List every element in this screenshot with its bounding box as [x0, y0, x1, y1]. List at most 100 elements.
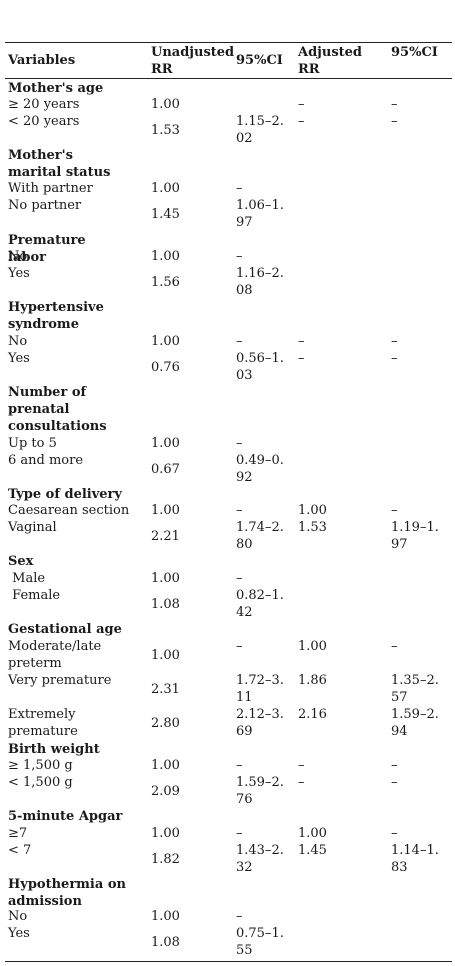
adjusted-rr-value: – — [298, 97, 305, 112]
unadjusted-ci-value: – — [236, 436, 243, 451]
adjusted-rr-value: 1.00 — [298, 639, 327, 654]
section-heading: Number of prenatal consultations — [8, 385, 107, 434]
unadjusted-ci-value: 1.74–2.80 — [236, 520, 284, 552]
row-label: < 1,500 g — [8, 775, 73, 790]
unadjusted-rr-value: 1.08 — [151, 934, 180, 950]
adjusted-ci-value: – — [391, 114, 398, 129]
adjusted-ci-value: – — [391, 97, 398, 112]
section-heading: Premature labor — [8, 233, 86, 265]
row-label: Extremely premature — [8, 707, 80, 739]
unadjusted-rr-value: 2.21 — [151, 528, 180, 544]
unadjusted-ci-value: 0.49–0.92 — [236, 453, 284, 485]
row-label: Female — [8, 588, 61, 603]
adjusted-ci-value: 1.14–1.83 — [391, 843, 439, 875]
unadjusted-ci-value: – — [236, 639, 243, 654]
adjusted-ci-value: – — [391, 775, 398, 790]
unadjusted-rr-value: 1.08 — [151, 596, 180, 612]
unadjusted-rr-value: 1.00 — [151, 571, 180, 586]
header-adjusted-rr: Adjusted RR — [298, 45, 363, 77]
unadjusted-ci-value: – — [236, 181, 243, 196]
unadjusted-rr-value: 1.00 — [151, 181, 180, 196]
adjusted-ci-value: – — [391, 503, 398, 518]
row-label: ≥7 — [8, 826, 28, 841]
adjusted-ci-value: – — [391, 639, 398, 654]
unadjusted-rr-value: 0.76 — [151, 359, 180, 375]
adjusted-rr-value: 1.53 — [298, 520, 327, 535]
section-heading: Gestational age — [8, 622, 122, 637]
header-95ci-adjusted: 95%CI — [391, 45, 438, 60]
unadjusted-ci-value: 1.15–2.02 — [236, 114, 284, 146]
adjusted-rr-value: 1.86 — [298, 673, 327, 688]
section-heading: Hypertensive syndrome — [8, 300, 104, 332]
adjusted-ci-value: – — [391, 826, 398, 841]
row-label: Male — [8, 571, 46, 586]
adjusted-ci-value: – — [391, 334, 398, 349]
unadjusted-ci-value: – — [236, 909, 243, 924]
unadjusted-rr-value: 0.67 — [151, 461, 180, 477]
row-label: < 20 years — [8, 114, 80, 129]
section-heading: Birth weight — [8, 742, 100, 757]
row-label: Yes — [8, 926, 30, 941]
unadjusted-ci-value: 1.59–2.76 — [236, 775, 284, 807]
unadjusted-ci-value: 2.12–3.69 — [236, 707, 284, 739]
header-95ci-unadjusted: 95%CI — [236, 53, 283, 68]
adjusted-rr-value: – — [298, 351, 305, 366]
unadjusted-rr-value: 2.80 — [151, 715, 180, 731]
row-label: ≥ 20 years — [8, 97, 80, 112]
section-heading: Mother's marital status — [8, 148, 111, 180]
unadjusted-ci-value: 0.82–1.42 — [236, 588, 284, 620]
row-label: With partner — [8, 181, 93, 196]
row-label: < 7 — [8, 843, 32, 858]
row-label: No — [8, 249, 28, 264]
adjusted-rr-value: – — [298, 775, 305, 790]
adjusted-ci-value: – — [391, 351, 398, 366]
unadjusted-ci-value: 0.56–1.03 — [236, 351, 284, 383]
unadjusted-ci-value: 0.75–1.55 — [236, 926, 284, 958]
unadjusted-ci-value: 1.72–3.11 — [236, 673, 284, 705]
unadjusted-ci-value: 1.06–1.97 — [236, 198, 284, 230]
unadjusted-ci-value: – — [236, 826, 243, 841]
row-label: ≥ 1,500 g — [8, 758, 73, 773]
unadjusted-rr-value: 1.45 — [151, 206, 180, 222]
row-label: Vaginal — [8, 520, 57, 535]
row-label: Up to 5 — [8, 436, 57, 451]
row-label: Yes — [8, 351, 30, 366]
adjusted-rr-value: – — [298, 758, 305, 773]
header-variables: Variables — [8, 53, 76, 68]
adjusted-ci-value: 1.35–2.57 — [391, 673, 439, 705]
adjusted-rr-value: – — [298, 114, 305, 129]
unadjusted-rr-value: 1.00 — [151, 436, 180, 451]
section-heading: Sex — [8, 554, 34, 569]
row-label: No — [8, 334, 28, 349]
header-unadjusted-rr: Unadjusted RR — [151, 45, 235, 77]
unadjusted-rr-value: 2.31 — [151, 681, 180, 697]
unadjusted-rr-value: 1.82 — [151, 851, 180, 867]
unadjusted-rr-value: 1.00 — [151, 758, 180, 773]
adjusted-ci-value: 1.59–2.94 — [391, 707, 439, 739]
row-label: Yes — [8, 266, 30, 281]
row-label: 6 and more — [8, 453, 84, 468]
section-heading: Hypothermia on admission — [8, 877, 126, 909]
unadjusted-ci-value: – — [236, 571, 243, 586]
unadjusted-ci-value: – — [236, 503, 243, 518]
unadjusted-rr-value: 1.00 — [151, 334, 180, 349]
unadjusted-rr-value: 1.00 — [151, 909, 180, 924]
section-heading: 5-minute Apgar — [8, 809, 123, 824]
header-rule — [5, 78, 452, 79]
unadjusted-rr-value: 1.00 — [151, 647, 180, 663]
unadjusted-rr-value: 1.56 — [151, 274, 180, 290]
adjusted-ci-value: 1.19–1.97 — [391, 520, 439, 552]
row-label: No — [8, 909, 28, 924]
unadjusted-ci-value: – — [236, 249, 243, 264]
unadjusted-ci-value: – — [236, 758, 243, 773]
section-heading: Mother's age — [8, 81, 104, 96]
row-label: Caesarean section — [8, 503, 130, 518]
adjusted-rr-value: 1.00 — [298, 503, 327, 518]
row-label: No partner — [8, 198, 82, 213]
section-heading: Type of delivery — [8, 487, 122, 502]
table-top-rule — [5, 42, 452, 43]
unadjusted-rr-value: 1.00 — [151, 503, 180, 518]
adjusted-ci-value: – — [391, 758, 398, 773]
adjusted-rr-value: – — [298, 334, 305, 349]
